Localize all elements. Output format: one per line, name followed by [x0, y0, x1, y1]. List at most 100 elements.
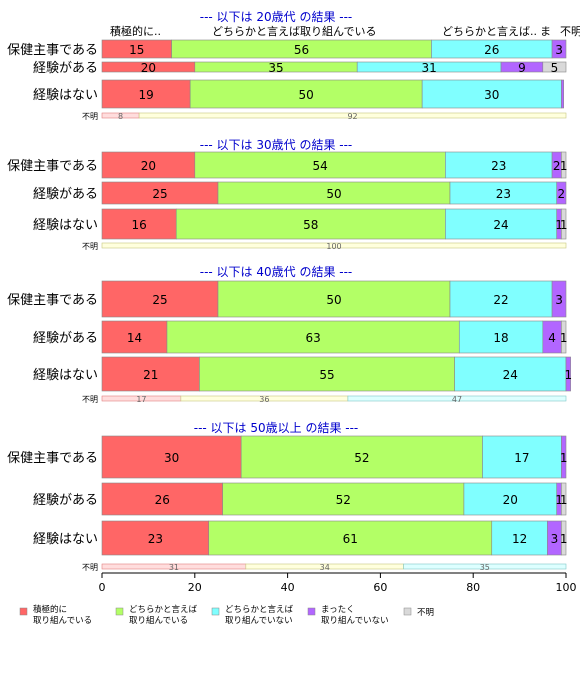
data-label: 2 — [553, 159, 561, 173]
data-label: 24 — [493, 218, 508, 232]
data-label: 61 — [343, 532, 358, 546]
data-label: 20 — [141, 159, 156, 173]
data-label: 20 — [141, 61, 156, 75]
data-label: 9 — [518, 61, 526, 75]
x-tick-label: 100 — [556, 581, 577, 594]
data-label: 21 — [143, 368, 158, 382]
data-label: 26 — [155, 493, 170, 507]
group-title: --- 以下は 30歳代 の結果 --- — [200, 138, 353, 152]
bar-segment — [101, 208, 177, 240]
data-label: 2 — [558, 187, 566, 201]
data-label: 52 — [354, 451, 369, 465]
data-label: 3 — [555, 43, 563, 57]
data-label: 4 — [548, 331, 556, 345]
unknown-data-label: 17 — [136, 395, 146, 404]
bar-segment — [561, 79, 564, 109]
unknown-segment — [101, 242, 567, 249]
data-label: 50 — [326, 187, 341, 201]
bar-segment — [175, 208, 446, 240]
data-label: 30 — [484, 88, 499, 102]
data-label: 1 — [560, 451, 568, 465]
data-label: 26 — [484, 43, 499, 57]
data-label: 14 — [127, 331, 142, 345]
legend-label: 取り組んでいない — [321, 615, 389, 626]
group-title: --- 以下は 40歳代 の結果 --- — [200, 265, 353, 279]
bar-segment — [217, 280, 451, 318]
legend-label: 取り組んでいない — [225, 615, 293, 626]
data-label: 31 — [421, 61, 436, 75]
bar-segment — [101, 320, 168, 354]
row-label: 経験はない — [33, 532, 98, 547]
bar-segment — [101, 151, 196, 179]
unknown-label: 不明 — [82, 563, 98, 572]
unknown-label: 不明 — [82, 112, 98, 121]
bar-segment — [458, 320, 544, 354]
data-label: 35 — [268, 61, 283, 75]
data-label: 23 — [496, 187, 511, 201]
legend-label: 取り組んでいる — [129, 615, 188, 626]
bar-segment — [208, 520, 493, 556]
unknown-segment — [403, 563, 567, 570]
unknown-data-label: 34 — [320, 563, 330, 572]
bar-segment — [551, 280, 567, 318]
legend-swatch — [211, 607, 220, 616]
bar-segment — [222, 482, 465, 516]
group-title: --- 以下は 50歳以上 の結果 --- — [194, 421, 359, 435]
unknown-segment — [347, 395, 567, 402]
data-label: 63 — [305, 331, 320, 345]
data-label: 12 — [512, 532, 527, 546]
x-tick-label: 60 — [373, 581, 387, 594]
data-label: 1 — [560, 331, 568, 345]
bar-segment — [445, 151, 553, 179]
bar-segment — [561, 208, 567, 240]
row-label: 経験がある — [33, 61, 98, 76]
bar-segment — [565, 356, 571, 392]
unknown-segment — [138, 112, 567, 119]
bar-segment — [542, 61, 567, 73]
bar-segment — [556, 181, 567, 205]
legend-label: まったく — [321, 605, 355, 615]
legend-swatch — [307, 607, 316, 616]
column-header: どちらかと言えば.. — [442, 25, 537, 38]
x-tick-label: 0 — [99, 581, 106, 594]
data-label: 54 — [312, 159, 327, 173]
unknown-data-label: 31 — [169, 563, 179, 572]
legend-label: 取り組んでいる — [33, 615, 92, 626]
data-label: 22 — [493, 293, 508, 307]
column-header: どちらかと言えば取り組んでいる — [212, 25, 376, 38]
data-label: 1 — [564, 368, 572, 382]
bar-segment — [101, 482, 223, 516]
column-header: 不明 — [560, 25, 580, 38]
bar-segment — [166, 320, 460, 354]
legend-label: 積極的に — [33, 604, 67, 615]
bar-segment — [463, 482, 558, 516]
legend-swatch — [115, 607, 124, 616]
bar-segment — [491, 520, 548, 556]
row-label: 経験はない — [33, 88, 98, 103]
bar-segment — [445, 208, 558, 240]
bar-segment — [454, 356, 567, 392]
legend-label: どちらかと言えば — [129, 604, 198, 615]
data-label: 16 — [131, 218, 146, 232]
bar-segment — [561, 520, 567, 556]
bar-segment — [561, 482, 567, 516]
bar-segment — [551, 39, 567, 59]
bar-segment — [189, 79, 423, 109]
data-label: 18 — [493, 331, 508, 345]
data-label: 30 — [164, 451, 179, 465]
bar-segment — [101, 280, 219, 318]
data-label: 23 — [491, 159, 506, 173]
data-label: 1 — [555, 493, 563, 507]
bar-segment — [449, 280, 553, 318]
row-label: 経験はない — [33, 218, 98, 233]
data-label: 19 — [138, 88, 153, 102]
data-label: 23 — [148, 532, 163, 546]
data-label: 1 — [560, 493, 568, 507]
data-label: 55 — [319, 368, 334, 382]
bar-segment — [194, 151, 446, 179]
x-tick-label: 80 — [466, 581, 480, 594]
unknown-label: 不明 — [82, 395, 98, 404]
row-label: 保健主事である — [7, 159, 98, 174]
row-label: 保健主事である — [7, 451, 98, 466]
